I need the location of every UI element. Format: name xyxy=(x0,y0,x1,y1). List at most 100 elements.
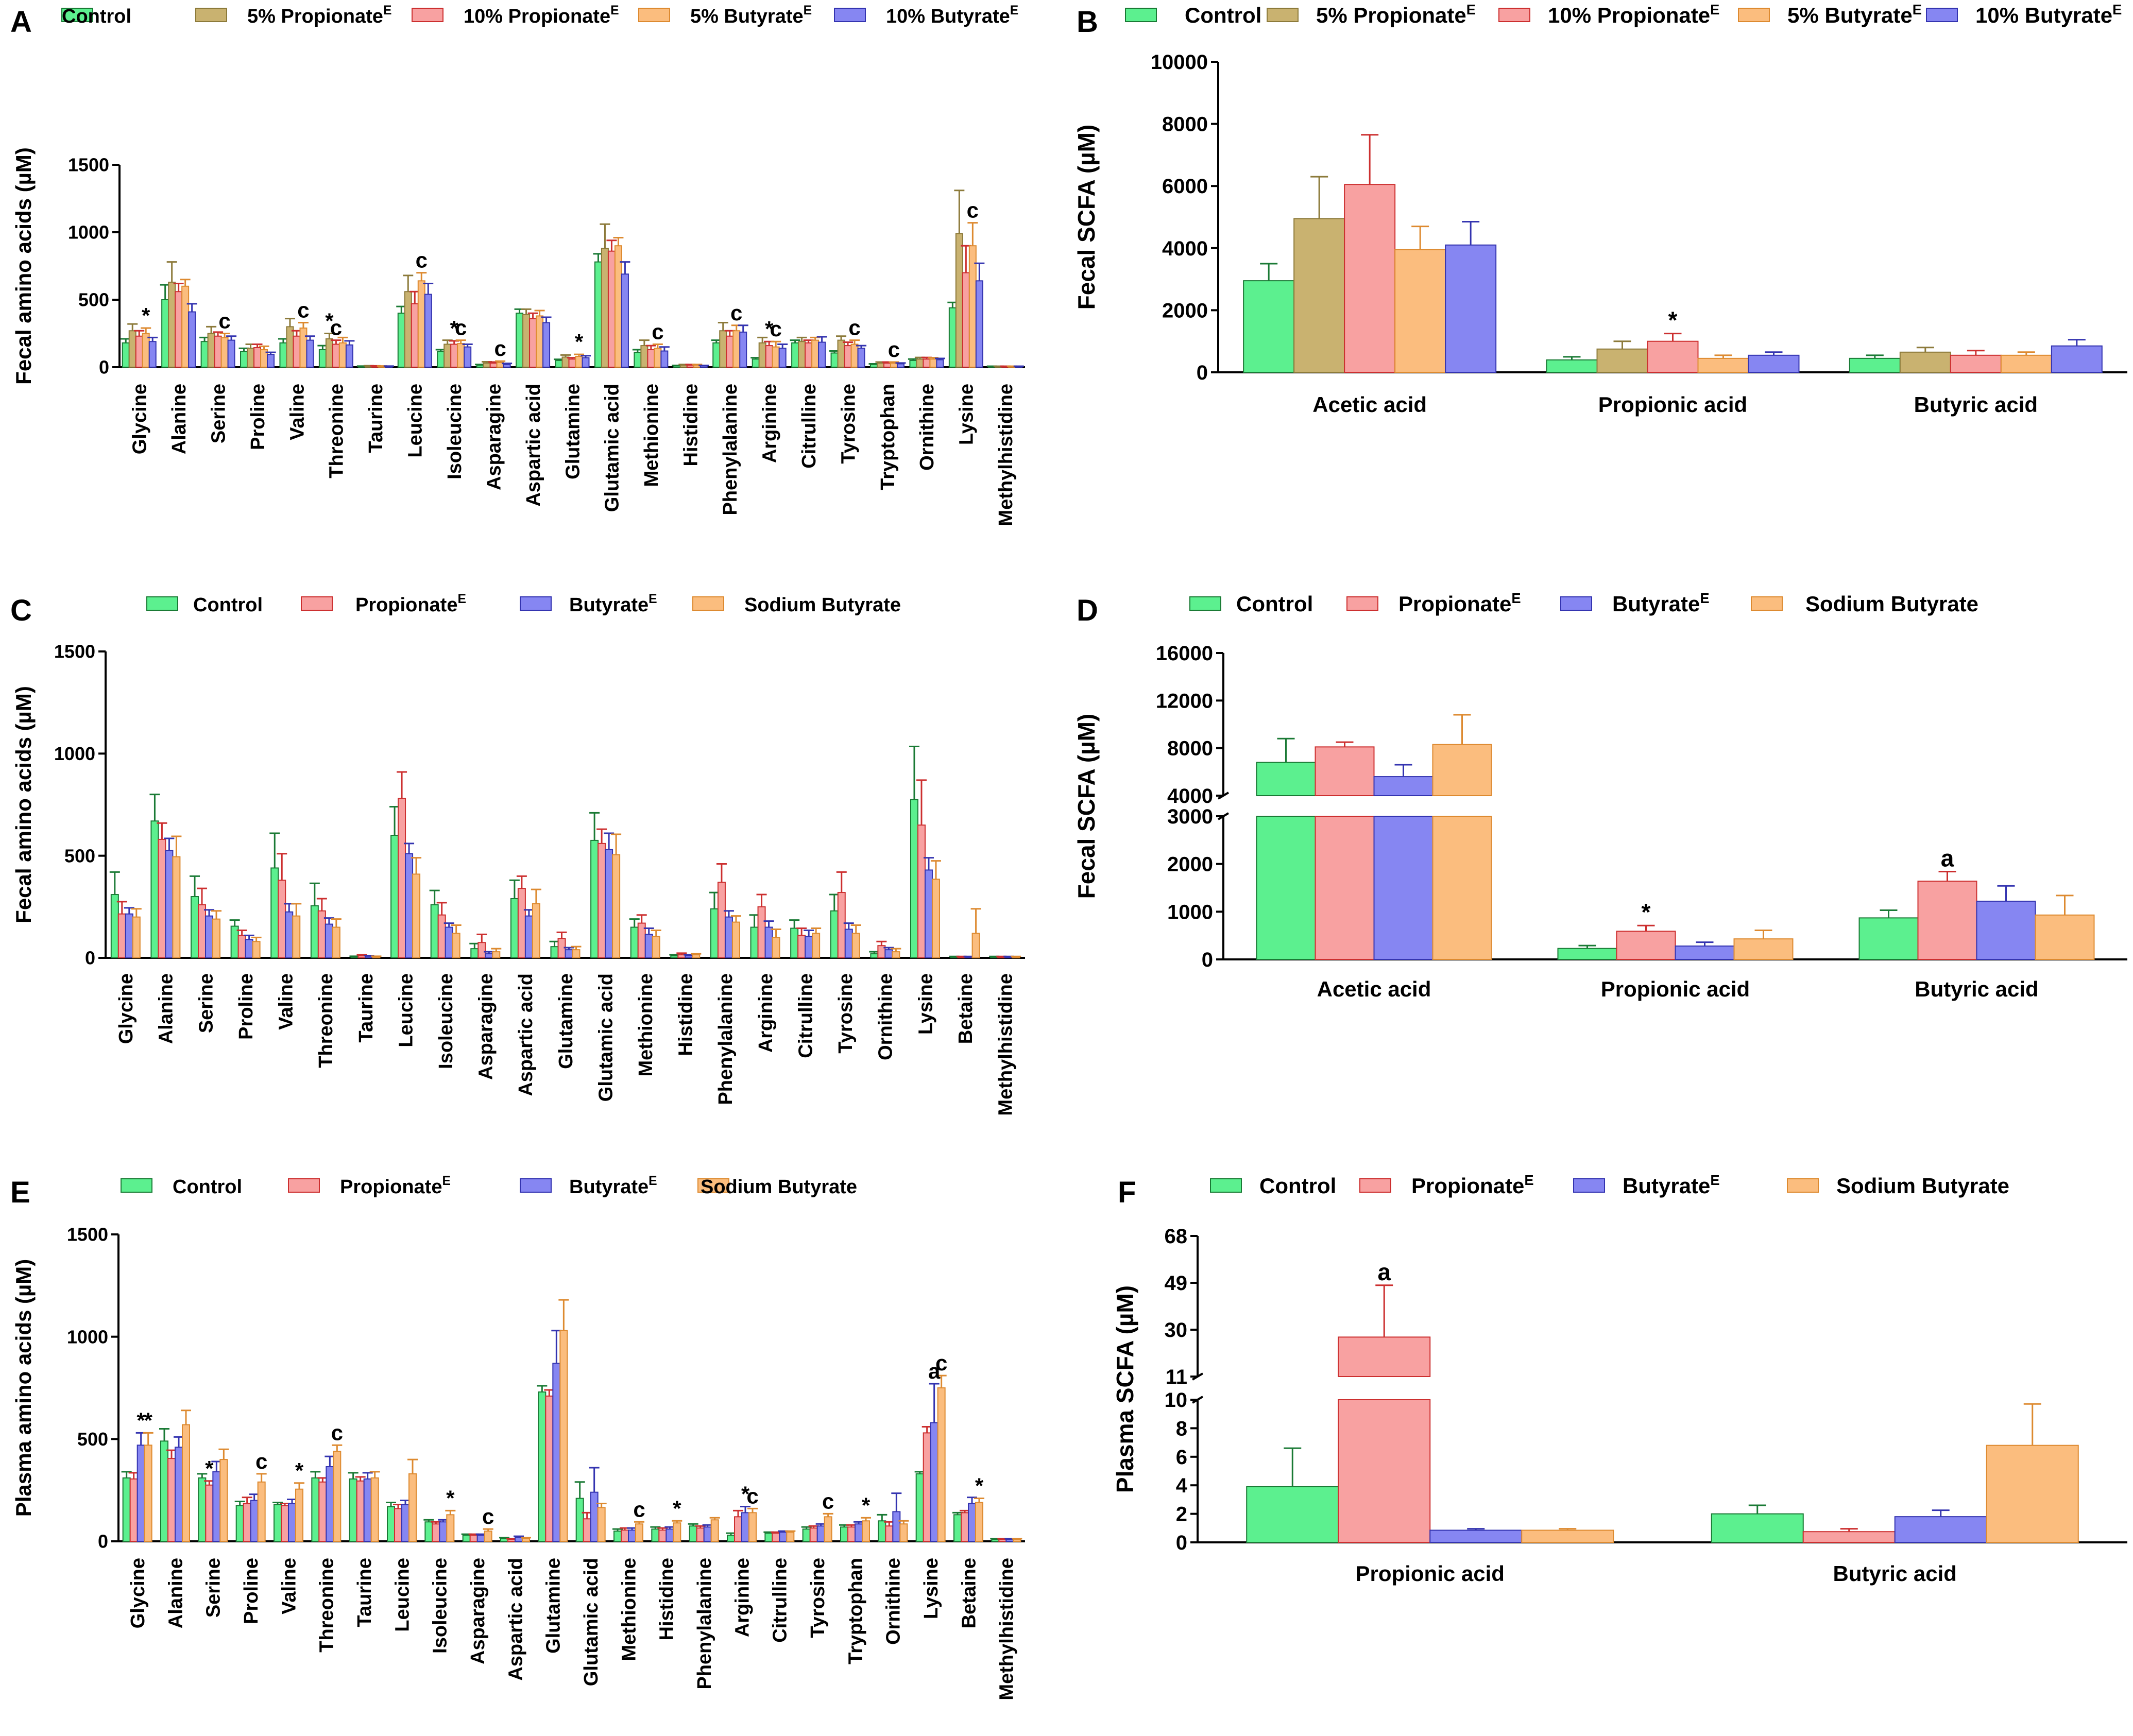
x-tick-label: Citrulline xyxy=(770,1558,791,1643)
bar-control-proline xyxy=(235,1505,244,1542)
x-tick-label: Serine xyxy=(203,1558,225,1618)
bar-control-glutamine xyxy=(555,359,563,368)
bar-control-glutamine xyxy=(538,1391,547,1542)
y-tick-label: 10 xyxy=(1165,1389,1188,1412)
bar-sodium-butyrate-propionic-acid xyxy=(1733,938,1794,960)
bar-5-butyrate-arginine xyxy=(772,346,780,368)
significance-mark: c xyxy=(935,1351,947,1375)
legend-label-10-butyrate: 10% ButyrateE xyxy=(1975,2,2122,27)
bar-10-butyrate-tyrosine xyxy=(857,348,865,368)
bar-propionate-aspartic-acid xyxy=(517,888,526,958)
bar-5-propionate-glutamic-acid xyxy=(601,248,609,368)
x-tick-label: Propionic acid xyxy=(1598,392,1747,417)
x-tick-label: Asparagine xyxy=(467,1558,489,1664)
significance-mark: * xyxy=(325,309,334,333)
legend-label-control: Control xyxy=(173,1176,242,1198)
bar-10-propionate-histidine xyxy=(686,365,694,368)
bar-control-lysine xyxy=(948,307,957,368)
legend-swatch-control xyxy=(1210,1178,1242,1193)
bar-10-propionate-tyrosine xyxy=(844,345,852,368)
bar-control-threonine xyxy=(310,905,319,958)
bar-control-glutamic-acid xyxy=(590,839,599,958)
bar-control-aspartic-acid xyxy=(516,313,524,368)
x-tick-label: Ornithine xyxy=(883,1558,905,1645)
bar-propionate-glycine xyxy=(129,1478,138,1542)
bar-propionate-alanine xyxy=(167,1458,176,1542)
bar-10-propionate-lysine xyxy=(962,272,970,368)
x-tick-label: Tyrosine xyxy=(838,384,859,464)
x-tick-label: Asparagine xyxy=(475,973,497,1080)
bar-sodium-butyrate-methylhistidine xyxy=(1013,1539,1021,1542)
bar-control-propionic-acid xyxy=(1246,1486,1339,1543)
x-tick-label: Leucine xyxy=(395,973,417,1047)
bar-5-butyrate-acetic-acid xyxy=(1394,249,1446,373)
bar-10-butyrate-glutamic-acid xyxy=(621,273,629,368)
bar-5-propionate-acetic-acid xyxy=(1293,218,1345,373)
bar-butyrate-acetic-acid xyxy=(1373,776,1434,796)
bar-10-butyrate-valine xyxy=(306,339,314,368)
bar-propionate-proline xyxy=(237,935,246,959)
x-tick-label: Glutamine xyxy=(543,1558,565,1654)
bars xyxy=(1256,714,2095,960)
bar-10-propionate-glutamic-acid xyxy=(607,250,616,368)
x-tick-label: Glycine xyxy=(127,1558,149,1628)
bar-5-butyrate-leucine xyxy=(417,280,425,368)
x-tick-label: Threonine xyxy=(315,973,337,1068)
bar-butyrate-alanine xyxy=(165,850,174,958)
bar-5-propionate-histidine xyxy=(679,365,688,368)
legend-label-5-butyrate: 5% ButyrateE xyxy=(1787,2,1922,27)
bar-control-serine xyxy=(198,1477,207,1542)
bar-butyrate-betaine xyxy=(968,1503,976,1542)
bar-butyrate-glutamic-acid xyxy=(605,849,613,959)
bar-control-methionine xyxy=(613,1531,622,1542)
bar-10-propionate-methionine xyxy=(647,349,655,368)
x-tick-label: Methylhistidine xyxy=(995,973,1016,1116)
bar-sodium-butyrate-leucine xyxy=(412,873,421,959)
y-tick-label: 16000 xyxy=(1156,642,1213,665)
bar-butyrate-lysine xyxy=(924,869,933,959)
x-tick-label: Aspartic acid xyxy=(505,1558,526,1681)
x-tick-label: Glutamine xyxy=(562,384,584,479)
bar-butyrate-proline xyxy=(250,1500,259,1542)
significance-mark: * xyxy=(741,1482,750,1506)
bar-10-propionate-proline xyxy=(253,347,262,368)
x-tick-label: Tryptophan xyxy=(845,1558,866,1664)
bar-control-histidine xyxy=(670,955,679,958)
bar-sodium-butyrate-tryptophan xyxy=(862,1520,870,1542)
bar-control-acetic-acid xyxy=(1256,816,1316,960)
bar-butyrate-glutamine xyxy=(565,949,573,958)
bar-butyrate-tyrosine xyxy=(816,1525,825,1542)
y-tick-label: 4000 xyxy=(1167,785,1213,807)
legend-swatch-control xyxy=(1125,8,1157,22)
bar-propionate-lysine xyxy=(923,1432,931,1542)
x-tick-label: Phenylalanine xyxy=(715,973,737,1105)
bar-5-propionate-methionine xyxy=(640,345,649,368)
bar-propionate-leucine xyxy=(394,1508,402,1542)
x-tick-label: Glutamic acid xyxy=(581,1558,602,1686)
legend-label-control: Control xyxy=(1259,1174,1336,1198)
bar-control-tryptophan xyxy=(840,1526,848,1542)
bar-control-aspartic-acid xyxy=(510,898,519,959)
bar-5-propionate-citrulline xyxy=(798,341,806,368)
axes: 0 500 1000 1500 Plasma amino acids (µM) Glyci… xyxy=(11,1224,1025,1700)
x-tick-label: Propionic acid xyxy=(1356,1561,1505,1586)
bar-5-butyrate-glycine xyxy=(142,333,150,368)
bar-control-arginine xyxy=(727,1535,735,1542)
bar-5-propionate-lysine xyxy=(955,233,963,368)
significance-mark: * xyxy=(1642,899,1651,925)
x-tick-label: Methylhistidine xyxy=(996,1558,1018,1700)
bar-5-butyrate-serine xyxy=(220,337,229,368)
bar-control-acetic-acid xyxy=(1243,280,1295,373)
bar-propionate-arginine xyxy=(734,1516,742,1542)
panel-letter: B xyxy=(1077,5,1098,39)
bar-propionate-glutamine xyxy=(545,1395,554,1542)
y-tick-label: 6 xyxy=(1176,1446,1187,1469)
bar-sodium-butyrate-histidine xyxy=(692,954,701,959)
panel-e: E Control PropionateE ButyrateE Sodium Butyr… xyxy=(10,1174,1025,1700)
x-tick-label: Alanine xyxy=(165,1558,186,1628)
x-tick-label: Butyric acid xyxy=(1914,392,2038,417)
y-tick-label: 500 xyxy=(78,289,109,311)
x-tick-label: Phenylalanine xyxy=(694,1558,715,1690)
legend-swatch-control xyxy=(61,8,93,22)
y-tick-label: 10000 xyxy=(1151,51,1208,74)
